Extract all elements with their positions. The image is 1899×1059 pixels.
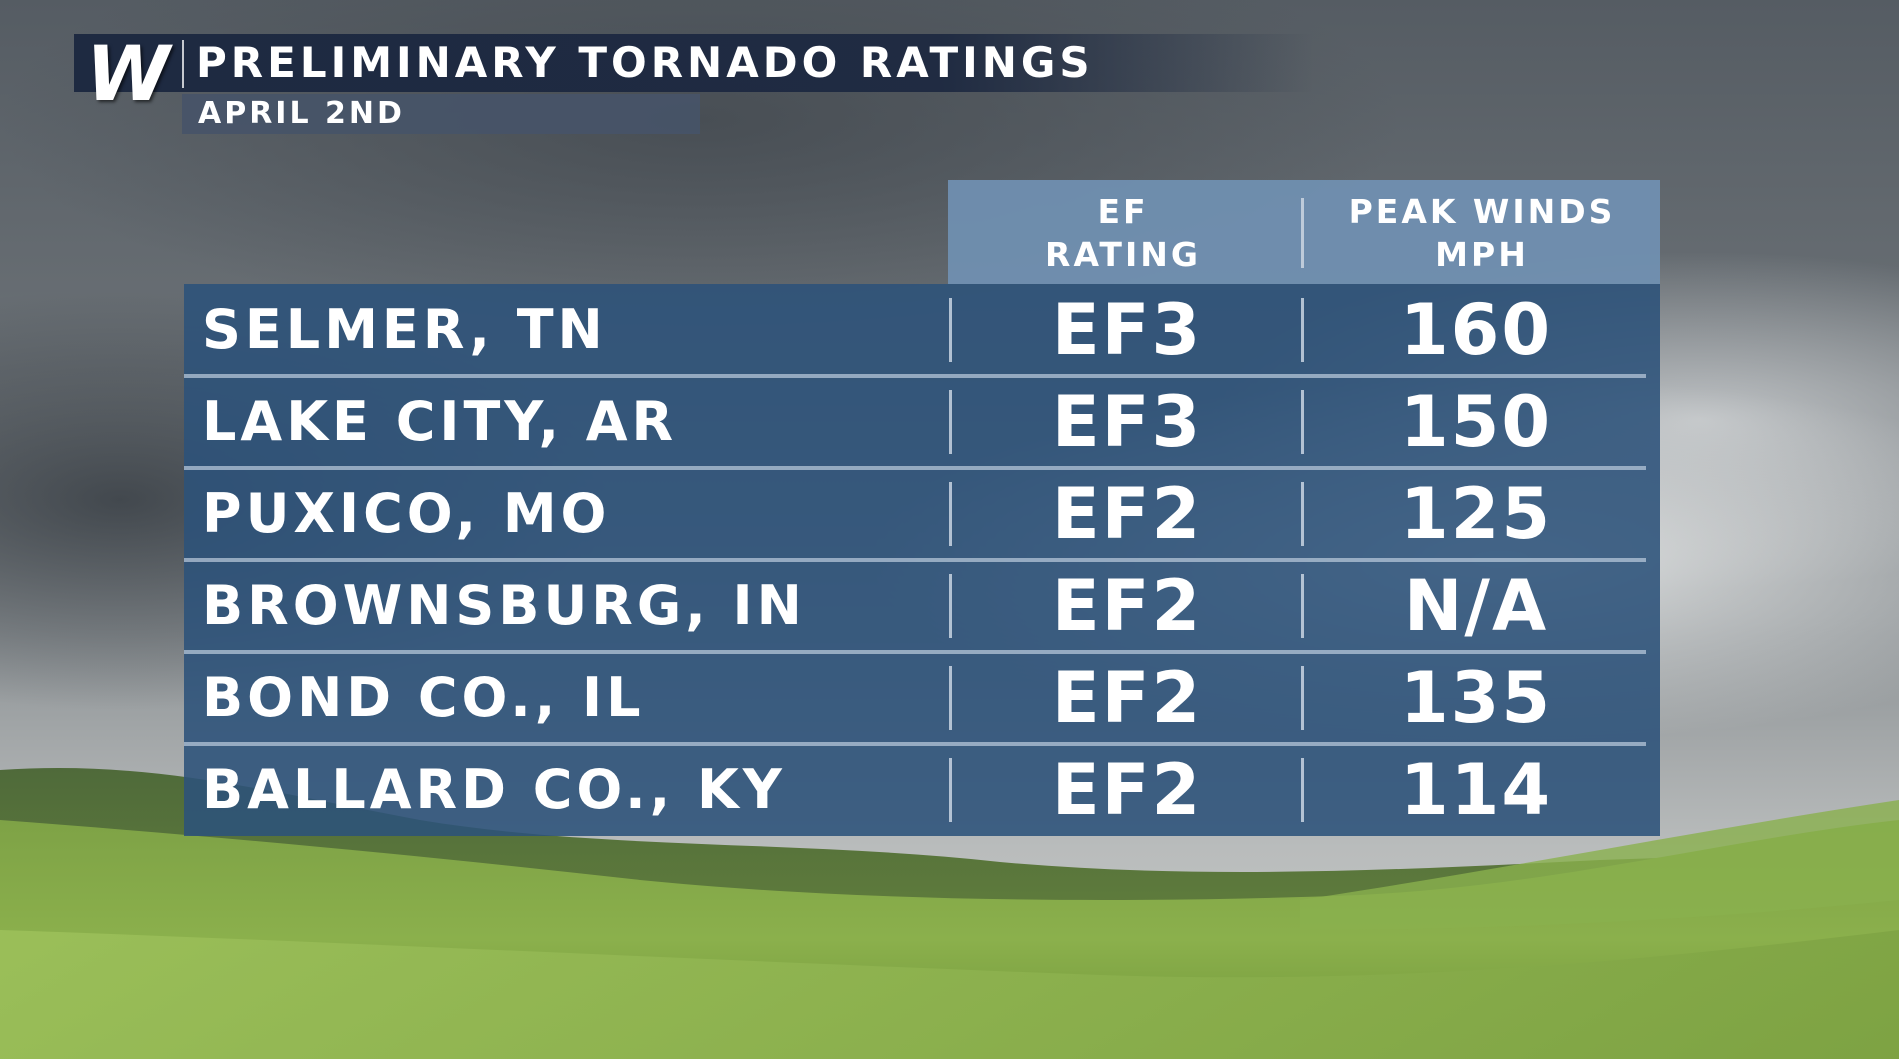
table-column-headers: EF RATING PEAK WINDS MPH: [948, 180, 1660, 284]
table-row: BALLARD CO., KY EF2 114: [184, 744, 1660, 836]
column-divider: [1301, 390, 1304, 454]
column-header-peak-winds-line1: PEAK WINDS: [1348, 192, 1616, 231]
page-subtitle: APRIL 2ND: [198, 96, 405, 131]
row-location: PUXICO, MO: [202, 482, 611, 545]
row-ef-rating: EF3: [1051, 381, 1203, 463]
row-separator: [184, 466, 1646, 470]
row-peak-winds: 150: [1399, 381, 1553, 463]
table-row: BOND CO., IL EF2 135: [184, 652, 1660, 746]
column-header-ef-rating-line2: RATING: [1045, 235, 1201, 274]
column-divider: [1301, 574, 1304, 638]
subtitle-bar: [182, 94, 700, 134]
row-ef-rating: EF2: [1051, 473, 1203, 555]
column-divider: [1301, 482, 1304, 546]
logo-divider: [182, 40, 184, 88]
tornado-ratings-table: SELMER, TN EF3 160 LAKE CITY, AR EF3 150…: [184, 284, 1660, 836]
row-ef-rating: EF2: [1051, 657, 1203, 739]
weather-network-logo: W: [86, 29, 170, 118]
column-divider: [949, 574, 952, 638]
column-divider: [949, 390, 952, 454]
column-header-divider: [1301, 198, 1304, 268]
table-row: SELMER, TN EF3 160: [184, 284, 1660, 378]
column-divider: [949, 666, 952, 730]
page-title: PRELIMINARY TORNADO RATINGS: [196, 38, 1094, 87]
table-row: PUXICO, MO EF2 125: [184, 468, 1660, 562]
column-divider: [949, 482, 952, 546]
table-row: LAKE CITY, AR EF3 150: [184, 376, 1660, 470]
row-location: SELMER, TN: [202, 298, 607, 361]
row-peak-winds: 125: [1399, 473, 1553, 555]
title-bar: [74, 34, 1314, 92]
column-header-peak-winds-line2: MPH: [1435, 235, 1529, 274]
row-peak-winds: 160: [1399, 289, 1553, 371]
row-location: LAKE CITY, AR: [202, 390, 678, 453]
column-divider: [1301, 298, 1304, 362]
column-divider: [1301, 758, 1304, 822]
column-header-ef-rating: EF RATING: [948, 190, 1298, 276]
table-row: BROWNSBURG, IN EF2 N/A: [184, 560, 1660, 654]
column-header-ef-rating-line1: EF: [1097, 192, 1149, 231]
row-ef-rating: EF2: [1051, 565, 1203, 647]
row-separator: [184, 650, 1646, 654]
row-ef-rating: EF3: [1051, 289, 1203, 371]
row-separator: [184, 742, 1646, 746]
row-peak-winds: 114: [1399, 749, 1553, 831]
row-peak-winds: 135: [1399, 657, 1553, 739]
column-header-peak-winds: PEAK WINDS MPH: [1304, 190, 1660, 276]
row-ef-rating: EF2: [1051, 749, 1203, 831]
row-separator: [184, 558, 1646, 562]
column-divider: [949, 298, 952, 362]
row-location: BALLARD CO., KY: [202, 758, 786, 821]
row-peak-winds: N/A: [1403, 565, 1549, 647]
column-divider: [1301, 666, 1304, 730]
column-divider: [949, 758, 952, 822]
row-location: BOND CO., IL: [202, 666, 645, 729]
row-location: BROWNSBURG, IN: [202, 574, 806, 637]
row-separator: [184, 374, 1646, 378]
